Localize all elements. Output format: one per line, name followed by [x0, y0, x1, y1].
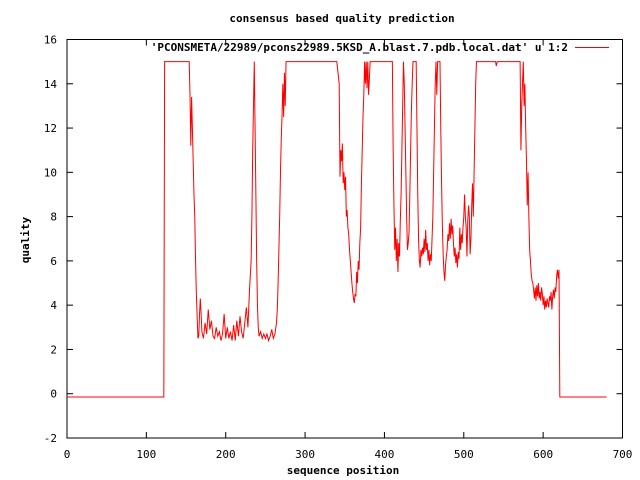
x-tick-label: 700: [613, 448, 633, 461]
y-tick-label: 14: [44, 78, 58, 91]
legend-label: 'PCONSMETA/22989/pcons22989.5KSD_A.blast…: [151, 41, 568, 54]
x-tick-label: 200: [216, 448, 236, 461]
plot-frame: [66, 39, 623, 439]
series-layer: [67, 61, 607, 398]
x-tick-label: 500: [454, 448, 474, 461]
x-tick-label: 300: [295, 448, 315, 461]
x-tick-label: 0: [64, 448, 71, 461]
x-axis: 0 100 200 300 400 500 600 700: [64, 39, 633, 461]
x-axis-label: sequence position: [287, 464, 400, 477]
y-axis-label: quality: [19, 216, 32, 263]
x-tick-label: 400: [374, 448, 394, 461]
x-tick-label: 100: [136, 448, 156, 461]
y-axis: -2 0 2 4 6 8 10 12 14 16: [44, 34, 623, 445]
y-tick-label: -2: [44, 432, 57, 445]
y-tick-label: 8: [50, 211, 57, 224]
y-tick-label: 12: [44, 122, 57, 135]
y-tick-label: 16: [44, 34, 57, 47]
y-tick-label: 0: [50, 388, 57, 401]
x-tick-label: 600: [533, 448, 553, 461]
y-tick-label: 2: [50, 343, 57, 356]
series-line: [67, 61, 607, 398]
y-tick-label: 10: [44, 166, 57, 179]
y-tick-label: 6: [50, 255, 57, 268]
chart-title: consensus based quality prediction: [229, 12, 454, 25]
legend: 'PCONSMETA/22989/pcons22989.5KSD_A.blast…: [151, 41, 609, 54]
y-tick-label: 4: [50, 299, 57, 312]
